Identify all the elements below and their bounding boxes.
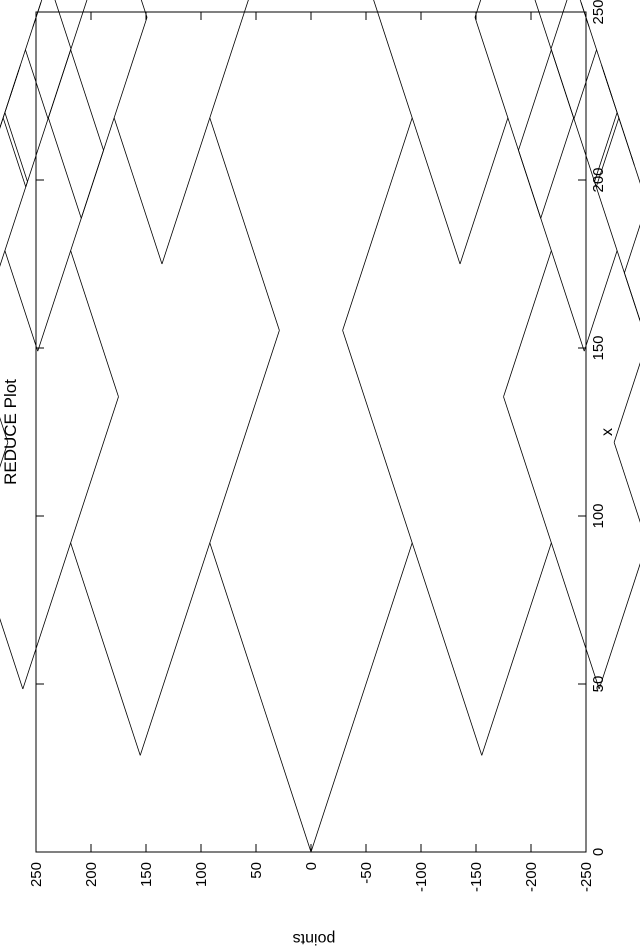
tree-branch (503, 250, 552, 397)
tree-branch (534, 0, 575, 119)
tree-branch (631, 156, 640, 184)
tree-branch (22, 396, 119, 690)
tree-branch (474, 0, 482, 18)
y-tick-label: 200 (83, 862, 100, 887)
tree-branch (0, 64, 21, 129)
tree-branch (602, 70, 635, 166)
tree-branch (113, 117, 163, 265)
tree-branch (2, 117, 27, 188)
x-tick-label: 100 (590, 503, 607, 528)
tree-branch (25, 49, 49, 119)
tree-branch (70, 49, 104, 151)
tree-branch (70, 250, 119, 397)
tree-branch (161, 0, 249, 265)
x-tick-label: 0 (590, 848, 607, 856)
axis-tick-labels: 0 50 100 150 200 250 -250 -200 -150 -100 -50 0 50 100… (28, 0, 607, 892)
tree-branch (595, 117, 620, 188)
tree-branch (540, 117, 575, 219)
tree-branch (4, 112, 28, 182)
tree-branch (594, 181, 640, 320)
tree-branch (37, 150, 104, 352)
tree-branch (624, 224, 640, 274)
tree-branch (459, 117, 509, 265)
x-tick-label: 150 (590, 335, 607, 360)
tree-branch (503, 396, 600, 690)
tree-branch (70, 542, 141, 756)
fractal-tree (0, 0, 640, 853)
tree-branch (624, 272, 640, 322)
tree-branch (613, 442, 640, 523)
tree-branch (474, 17, 542, 219)
tree-branch (550, 0, 568, 49)
y-tick-label: -100 (413, 862, 430, 892)
x-axis-label: x (599, 428, 616, 436)
tree-branch (4, 250, 39, 352)
y-tick-label: 150 (138, 862, 155, 887)
y-tick-label: 50 (248, 862, 265, 879)
tree-branch (0, 417, 9, 443)
tree-branch (209, 542, 312, 853)
y-tick-label: 0 (303, 862, 320, 870)
chart-title: REDUCE Plot (1, 379, 20, 485)
tree-branch (598, 563, 640, 690)
x-tick-label: 50 (590, 676, 607, 693)
tree-branch (594, 112, 618, 182)
tree-branch (342, 117, 413, 331)
tree-branch (0, 181, 28, 267)
tree-branch (573, 49, 597, 119)
tree-branch (342, 330, 483, 756)
y-tick-label: -150 (468, 862, 485, 892)
axis-ticks (35, 11, 587, 853)
y-axis-label: points (293, 930, 336, 947)
tree-branch (613, 362, 640, 443)
tree-branch (550, 48, 597, 188)
tree-branch (310, 542, 413, 853)
y-tick-label: -250 (578, 862, 595, 892)
tree-branch (54, 0, 72, 49)
x-tick-label: 250 (590, 0, 607, 25)
tree-branch (140, 0, 148, 18)
tree-branch (47, 0, 88, 119)
tree-branch (583, 250, 618, 352)
y-tick-label: 100 (193, 862, 210, 887)
tree-branch (481, 542, 552, 756)
tree-branch (373, 0, 461, 265)
plot-frame (35, 11, 587, 853)
y-tick-label: -200 (523, 862, 540, 892)
tree-branch (0, 618, 24, 690)
tree-branch (579, 0, 590, 28)
tree-branch (47, 117, 82, 219)
tree-branch (139, 330, 280, 756)
y-tick-label: -50 (358, 862, 375, 884)
y-tick-label: 250 (28, 862, 45, 887)
tree-branch (209, 117, 280, 331)
tree-branch (518, 49, 552, 151)
